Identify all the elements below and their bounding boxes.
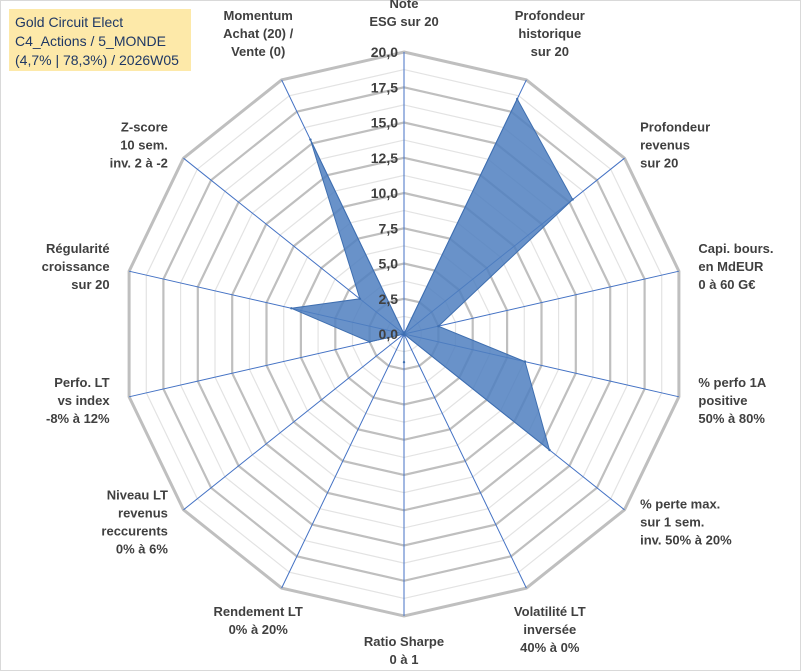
axis-label-line: sur 20 — [531, 44, 569, 59]
data-point — [402, 361, 406, 364]
axis-label: Profondeur revenus sur 20 — [640, 120, 710, 171]
axis-label-line: en MdEUR — [698, 259, 764, 274]
r-tick-label: 15,0 — [371, 115, 398, 131]
axis-label: Momentum Achat (20) / Vente (0) — [223, 8, 293, 59]
axis-label-line: ESG sur 20 — [369, 14, 438, 29]
axis-label: % perfo 1A positive 50% à 80% — [698, 375, 767, 426]
axis-label-line: Profondeur — [515, 8, 585, 23]
axis-label-line: Rendement LT — [214, 604, 303, 619]
axis-label-line: inv. 2 à -2 — [110, 156, 168, 171]
axis-label: Niveau LT revenus reccurents 0% à 6% — [101, 487, 168, 556]
r-tick-label: 7,5 — [379, 220, 399, 236]
r-tick-label: 17,5 — [371, 79, 398, 95]
axis-label-line: revenus — [118, 505, 168, 520]
axis-label-line: vs index — [58, 393, 111, 408]
axis-label: Régularité croissance sur 20 — [42, 241, 110, 292]
data-point — [437, 325, 440, 328]
axis-label-line: Niveau LT — [107, 487, 168, 502]
axis-label-line: % perfo 1A — [698, 375, 767, 390]
axis-label: Rendement LT 0% à 20% — [214, 604, 303, 637]
axis-label: Volatilité LT inversée 40% à 0% — [514, 604, 586, 655]
r-tick-label: 5,0 — [379, 256, 399, 272]
axis-label-line: Vente (0) — [231, 44, 285, 59]
axis-label-line: 50% à 80% — [698, 411, 765, 426]
axis-label-line: Profondeur — [640, 120, 710, 135]
data-polygon — [289, 97, 574, 452]
axis-label-line: 0% à 20% — [229, 622, 289, 637]
axis-label-line: Capi. bours. — [698, 241, 773, 256]
data-point — [368, 340, 371, 343]
r-tick-label: 0,0 — [379, 326, 399, 342]
axis-label-line: revenus — [640, 138, 690, 153]
axis-label-line: Z-score — [121, 120, 168, 135]
axis-label-line: 10 sem. — [120, 138, 168, 153]
axis-label-line: 0 à 60 G€ — [698, 277, 755, 292]
axis-label-line: 40% à 0% — [520, 640, 580, 655]
axis-label: Perfo. LT vs index -8% à 12% — [46, 375, 110, 426]
r-tick-label: 2,5 — [379, 291, 399, 307]
axis-label-line: Achat (20) / — [223, 26, 293, 41]
axis-label: Z-score 10 sem. inv. 2 à -2 — [110, 120, 168, 171]
data-point — [516, 97, 519, 101]
data-point — [309, 138, 312, 141]
data-point — [290, 307, 293, 310]
axis-label-line: Volatilité LT — [514, 604, 586, 619]
data-point — [402, 332, 406, 336]
axis-label-line: historique — [518, 26, 581, 41]
data-point — [523, 360, 527, 363]
axis-label-line: Note — [390, 0, 419, 11]
axis-label-line: inv. 50% à 20% — [640, 532, 732, 547]
axis-label: % perte max. sur 1 sem. inv. 50% à 20% — [640, 496, 732, 547]
axis-label-line: Régularité — [46, 241, 110, 256]
data-point — [548, 448, 551, 452]
axis-label: Note ESG sur 20 — [369, 0, 438, 29]
axis-label-line: 0 à 1 — [390, 652, 419, 667]
axis-label-line: Perfo. LT — [54, 375, 109, 390]
data-point — [358, 297, 362, 300]
axis-spoke — [183, 333, 405, 511]
chart-title-line-2: C4_Actions / 5_MONDE — [15, 33, 166, 49]
axis-label-line: Momentum — [224, 8, 293, 23]
chart-title-line-3: (4,7% | 78,3%) / 2026W05 — [15, 52, 179, 68]
axis-label-line: inversée — [523, 622, 576, 637]
chart-title-line-1: Gold Circuit Elect — [15, 14, 124, 30]
axis-label-line: % perte max. — [640, 496, 720, 511]
axis-spoke — [403, 270, 680, 335]
axis-label-line: Ratio Sharpe — [364, 634, 444, 649]
axis-label: Profondeur historique sur 20 — [515, 8, 585, 59]
axis-spoke — [403, 333, 527, 589]
chart-title: Gold Circuit Elect C4_Actions / 5_MONDE … — [9, 9, 191, 71]
axis-label-line: -8% à 12% — [46, 411, 110, 426]
axis-label-line: positive — [698, 393, 747, 408]
axis-label-line: reccurents — [101, 523, 167, 538]
axis-label-line: croissance — [42, 259, 110, 274]
r-tick-label: 10,0 — [371, 185, 398, 201]
r-tick-label: 12,5 — [371, 150, 398, 166]
axis-label-line: sur 20 — [640, 156, 678, 171]
axis-label: Capi. bours. en MdEUR 0 à 60 G€ — [698, 241, 773, 292]
axis-label-line: sur 20 — [71, 277, 109, 292]
axis-label: Ratio Sharpe 0 à 1 — [364, 634, 444, 667]
r-tick-label: 20,0 — [371, 44, 398, 60]
axis-label-line: sur 1 sem. — [640, 514, 704, 529]
data-point — [571, 198, 574, 201]
axis-spoke — [281, 333, 405, 589]
axis-label-line: 0% à 6% — [116, 541, 168, 556]
axis-spoke — [128, 333, 405, 398]
